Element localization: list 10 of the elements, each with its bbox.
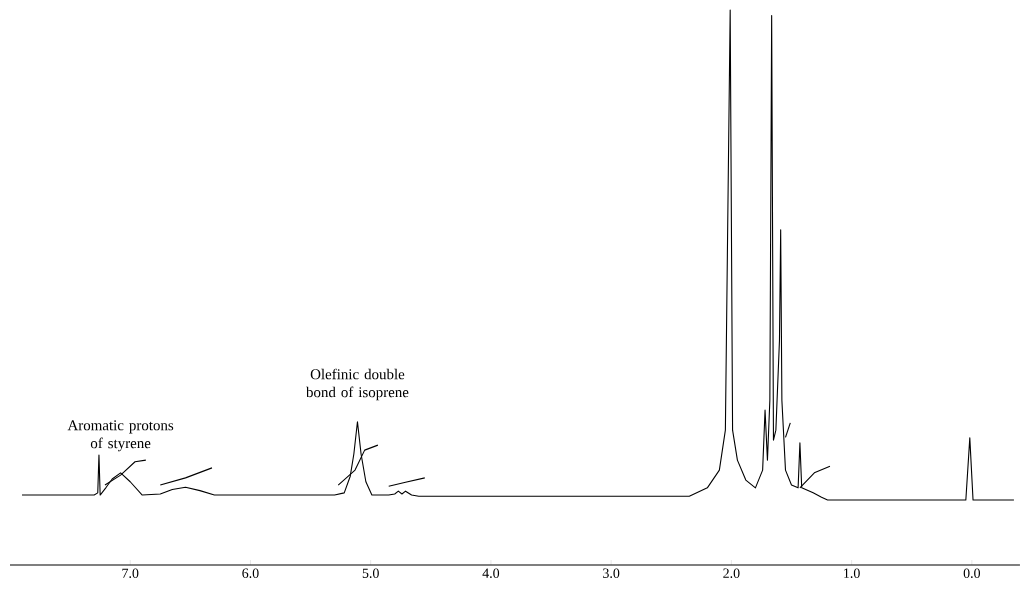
annotation: Aromatic protons of styrene [67, 420, 174, 452]
x-tick-label: 2.0 [723, 568, 740, 578]
x-tick-label: 6.0 [242, 568, 259, 578]
x-tick-label: 4.0 [482, 568, 500, 578]
x-tick-label: 5.0 [362, 568, 379, 578]
x-tick-label: 7.0 [122, 568, 139, 578]
x-tick-label: 0.0 [963, 568, 981, 578]
x-tick-label: 3.0 [603, 568, 620, 578]
annotation: Olefinic double bond of isoprene [306, 368, 409, 401]
x-tick-label: 1.0 [844, 568, 860, 578]
